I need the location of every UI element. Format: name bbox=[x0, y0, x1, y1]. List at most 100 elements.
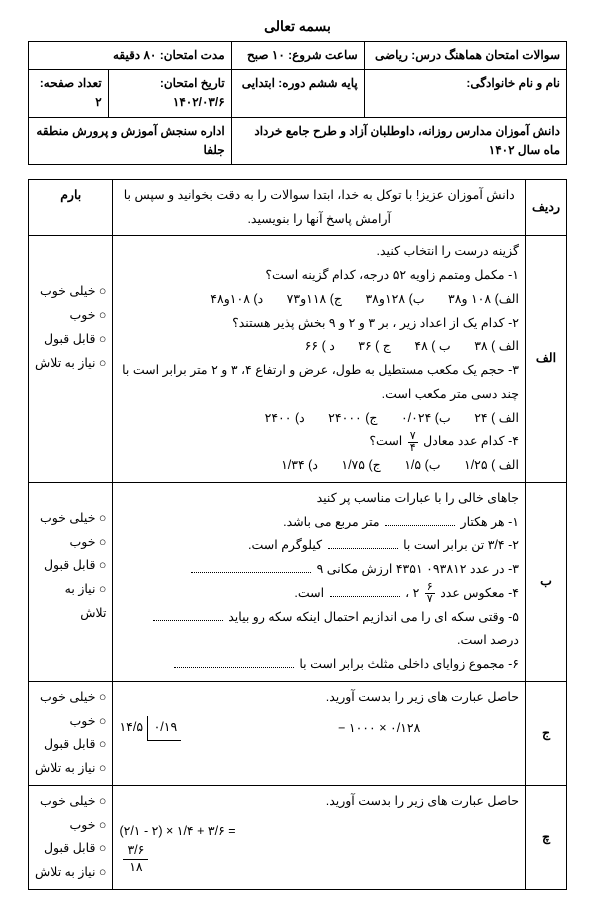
b-q5-b: درصد است. bbox=[457, 633, 519, 647]
hdr-students: دانش آموزان مدارس روزانه، داوطلبان آزاد … bbox=[231, 117, 566, 164]
grade-opt: ○ قابل قبول bbox=[35, 837, 106, 861]
hdr-duration: مدت امتحان: ۸۰ دقیقه bbox=[29, 42, 232, 70]
grade-opt: ○ خوب bbox=[35, 531, 106, 555]
section-d-content: حاصل عبارت های زیر را بدست آورید. (۲/۱ -… bbox=[113, 785, 526, 889]
a-title: گزینه درست را انتخاب کنید. bbox=[119, 240, 519, 264]
b-q2-b: کیلوگرم است. bbox=[248, 538, 322, 552]
b-q5: ۵- وقتی سکه ای را می اندازیم احتمال اینک… bbox=[119, 606, 519, 654]
a-q4-frac-n: ۷ bbox=[408, 431, 418, 443]
section-d-grade: ○ خیلی خوب ○ خوب ○ قابل قبول ○ نیاز به ت… bbox=[29, 785, 113, 889]
blank bbox=[191, 562, 311, 573]
exam-header-table: سوالات امتحان هماهنگ درس: ریاضی ساعت شرو… bbox=[28, 41, 567, 165]
b-title: جاهای خالی را با عبارات مناسب پر کنید bbox=[119, 487, 519, 511]
a-q4-oa: الف ) ۱/۲۵ bbox=[464, 454, 519, 478]
hdr-date: تاریخ امتحان: ۱۴۰۲/۰۳/۶ bbox=[108, 70, 231, 117]
grade-opt: ○ نیاز به تلاش bbox=[35, 861, 106, 885]
b-q1: ۱- هر هکتار متر مربع می باشد. bbox=[119, 511, 519, 535]
a-q3-c: ج) ۲۴۰۰۰ bbox=[328, 407, 377, 431]
blank bbox=[385, 514, 455, 525]
b-q3-a: ۳- در عدد ۰۹۳۸۱۲ ۴۳۵۱ ارزش مکانی ۹ bbox=[317, 562, 519, 576]
grade-opt: ○ خیلی خوب bbox=[35, 790, 106, 814]
hdr-grade: پایه ششم دوره: ابتدایی bbox=[231, 70, 364, 117]
grade-opt: ○ خوب bbox=[35, 814, 106, 838]
intro-text: دانش آموزان عزیز! با توکل به خدا، ابتدا … bbox=[113, 179, 526, 236]
questions-table: ردیف دانش آموزان عزیز! با توکل به خدا، ا… bbox=[28, 179, 567, 890]
a-q4-options: الف ) ۱/۲۵ ب) ۱/۵ ج) ۱/۷۵ د) ۱/۳۴ bbox=[119, 454, 519, 478]
col-barom: بارم bbox=[29, 179, 113, 236]
d-expr-row: (۲/۱ - ۲) × ۱/۴ + ۳/۶ = bbox=[119, 820, 519, 844]
b-q4-mid: ۲ ، bbox=[405, 586, 419, 600]
a-q3-b: ب) ۰/۰۲۴ bbox=[401, 407, 451, 431]
a-q4-od: د) ۱/۳۴ bbox=[281, 454, 318, 478]
d-frac-row: ۳/۶ ۱۸ bbox=[119, 843, 519, 876]
b-q6: ۶- مجموع زوایای داخلی مثلث برابر است با bbox=[119, 653, 519, 677]
a-q1-d: د) ۱۰۸و۴۸ bbox=[210, 288, 263, 312]
b-q4: ۴- معکوس عدد ۶ ۷ ۲ ، است. bbox=[119, 582, 519, 606]
a-q4: ۴- کدام عدد معادل ۷ ۴ است؟ bbox=[119, 430, 519, 454]
section-b-content: جاهای خالی را با عبارات مناسب پر کنید ۱-… bbox=[113, 482, 526, 681]
a-q4-ob: ب) ۱/۵ bbox=[404, 454, 440, 478]
section-c-content: حاصل عبارت های زیر را بدست آورید. − ۱۰۰۰… bbox=[113, 681, 526, 785]
d-frac-d: ۱۸ bbox=[123, 860, 148, 876]
a-q1-a: الف) ۱۰۸ و۳۸ bbox=[448, 288, 519, 312]
blank bbox=[174, 657, 294, 668]
grade-opt: ○ قابل قبول bbox=[35, 554, 106, 578]
a-q2-d: د ) ۶۶ bbox=[305, 335, 335, 359]
c-ld-in: ۰/۱۹ bbox=[154, 720, 178, 734]
b-q5-a: ۵- وقتی سکه ای را می اندازیم احتمال اینک… bbox=[228, 610, 519, 624]
grade-opt: ○ خوب bbox=[35, 304, 106, 328]
a-q3: ۳- حجم یک مکعب مستطیل به طول، عرض و ارتف… bbox=[119, 359, 519, 407]
grade-opt: ○ خوب bbox=[35, 710, 106, 734]
section-a-content: گزینه درست را انتخاب کنید. ۱- مکمل ومتمم… bbox=[113, 236, 526, 483]
blank bbox=[330, 586, 400, 597]
a-q4-a: ۴- کدام عدد معادل bbox=[423, 434, 519, 448]
b-q6-a: ۶- مجموع زوایای داخلی مثلث برابر است با bbox=[299, 657, 519, 671]
b-q2-a: ۲- ۳/۴ تن برابر است با bbox=[403, 538, 519, 552]
section-b-grade: ○ خیلی خوب ○ خوب ○ قابل قبول ○ نیاز به ت… bbox=[29, 482, 113, 681]
d-expr: (۲/۱ - ۲) × ۱/۴ + ۳/۶ = bbox=[119, 820, 235, 844]
section-a-grade: ○ خیلی خوب ○ خوب ○ قابل قبول ○ نیاز به ت… bbox=[29, 236, 113, 483]
b-q2: ۲- ۳/۴ تن برابر است با کیلوگرم است. bbox=[119, 534, 519, 558]
a-q3-options: الف ) ۲۴ ب) ۰/۰۲۴ ج) ۲۴۰۰۰ د) ۲۴۰۰ bbox=[119, 407, 519, 431]
b-q1-a: ۱- هر هکتار bbox=[461, 515, 519, 529]
section-c-grade: ○ خیلی خوب ○ خوب ○ قابل قبول ○ نیاز به ت… bbox=[29, 681, 113, 785]
grade-opt: ○ نیاز به تلاش bbox=[35, 757, 106, 781]
d-title: حاصل عبارت های زیر را بدست آورید. bbox=[119, 790, 519, 814]
a-q1-c: ج) ۱۱۸و۷۳ bbox=[287, 288, 342, 312]
grade-opt: تلاش bbox=[35, 602, 106, 626]
hdr-office: اداره سنجش آموزش و پرورش منطقه جلفا bbox=[29, 117, 232, 164]
blank bbox=[153, 609, 223, 620]
hdr-name: نام و نام خانوادگی: bbox=[364, 70, 566, 117]
c-expr: − ۱۰۰۰ × ۰/۱۲۸ bbox=[239, 717, 519, 741]
a-q4-oc: ج) ۱/۷۵ bbox=[341, 454, 380, 478]
c-longdiv: ۱۴/۵ ۰/۱۹ bbox=[119, 716, 239, 742]
b-q4-frac-d: ۷ bbox=[425, 594, 435, 605]
hdr-subject: سوالات امتحان هماهنگ درس: ریاضی bbox=[364, 42, 566, 70]
a-q3-d: د) ۲۴۰۰ bbox=[265, 407, 305, 431]
grade-opt: ○ قابل قبول bbox=[35, 328, 106, 352]
a-q1-options: الف) ۱۰۸ و۳۸ ب) ۱۲۸و۳۸ ج) ۱۱۸و۷۳ د) ۱۰۸و… bbox=[119, 288, 519, 312]
a-q4-frac-d: ۴ bbox=[408, 443, 418, 454]
hdr-pages: تعداد صفحه: ۲ bbox=[29, 70, 109, 117]
blank bbox=[328, 538, 398, 549]
b-q3: ۳- در عدد ۰۹۳۸۱۲ ۴۳۵۱ ارزش مکانی ۹ bbox=[119, 558, 519, 582]
section-c-label: ج bbox=[525, 681, 566, 785]
a-q2: ۲- کدام یک از اعداد زیر ، بر ۳ و ۲ و ۹ ب… bbox=[119, 312, 519, 336]
a-q4-b: است؟ bbox=[369, 434, 402, 448]
c-ld-out: ۱۴/۵ bbox=[119, 720, 143, 734]
longdiv-box: ۰/۱۹ bbox=[147, 716, 182, 742]
grade-opt: ○ خیلی خوب bbox=[35, 280, 106, 304]
section-a-label: الف bbox=[525, 236, 566, 483]
grade-opt: ○ نیاز به تلاش bbox=[35, 352, 106, 376]
col-radif: ردیف bbox=[525, 179, 566, 236]
c-expr-text: − ۱۰۰۰ × ۰/۱۲۸ bbox=[338, 717, 420, 741]
a-q2-options: الف ) ۳۸ ب ) ۴۸ ج ) ۳۶ د ) ۶۶ bbox=[119, 335, 519, 359]
a-q4-frac: ۷ ۴ bbox=[408, 431, 418, 454]
d-frac-n: ۳/۶ bbox=[123, 843, 148, 860]
c-title: حاصل عبارت های زیر را بدست آورید. bbox=[119, 686, 519, 710]
a-q2-c: ج ) ۳۶ bbox=[358, 335, 391, 359]
a-q3-a: الف ) ۲۴ bbox=[474, 407, 519, 431]
grade-opt: ○ نیاز به bbox=[35, 578, 106, 602]
hdr-start: ساعت شروع: ۱۰ صبح bbox=[231, 42, 364, 70]
a-q2-b: ب ) ۴۸ bbox=[414, 335, 450, 359]
